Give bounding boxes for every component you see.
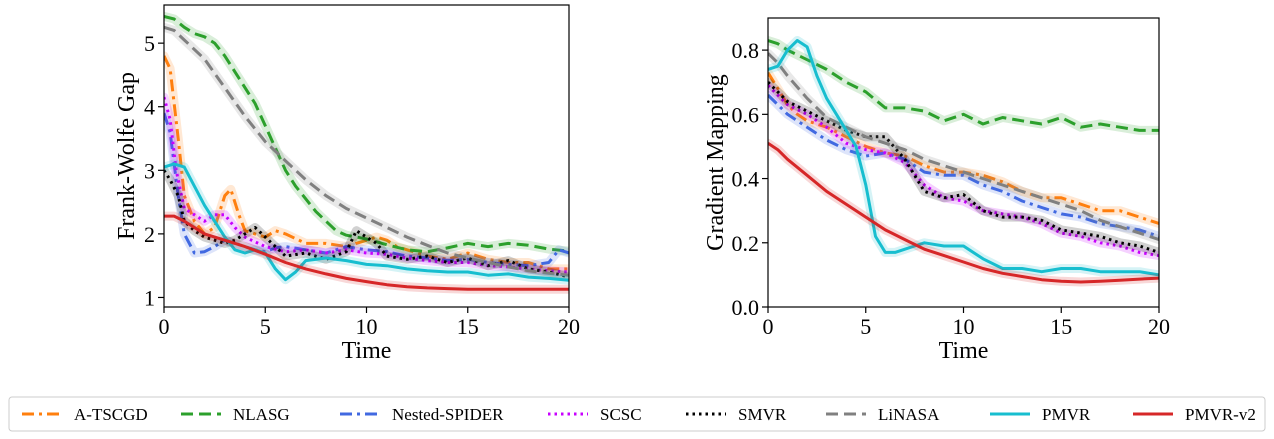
x-tick-label: 5 bbox=[260, 314, 271, 339]
x-tick-label: 10 bbox=[953, 314, 975, 339]
y-tick-label: 5 bbox=[144, 31, 155, 56]
legend-label-scsc: SCSC bbox=[600, 405, 642, 424]
y-axis-label: Frank-Wolfe Gap bbox=[114, 72, 140, 240]
x-tick-label: 0 bbox=[159, 314, 170, 339]
y-tick-label: 0.2 bbox=[732, 231, 760, 256]
x-axis-label: Time bbox=[342, 338, 392, 364]
series-line-nlasg bbox=[768, 39, 1159, 132]
y-axis-label: Gradient Mapping bbox=[703, 74, 729, 251]
x-tick-label: 15 bbox=[1050, 314, 1072, 339]
series-line-nlasg bbox=[164, 14, 569, 254]
legend-item-a-tscgd: A-TSCGD bbox=[22, 405, 148, 424]
y-tick-label: 1 bbox=[144, 285, 155, 310]
x-tick-label: 10 bbox=[356, 314, 378, 339]
legend-label-pmvr: PMVR bbox=[1042, 405, 1091, 424]
series-group bbox=[768, 36, 1159, 287]
legend-label-pmvr-v2: PMVR-v2 bbox=[1185, 405, 1256, 424]
y-tick-label: 0.4 bbox=[732, 167, 760, 192]
series-line-nested-spider bbox=[768, 94, 1159, 238]
legend-label-nested-spider: Nested-SPIDER bbox=[392, 405, 504, 424]
panel-frank-wolfe: 0 5 10 15 20 1 2 3 4 5 Time Frank-Wolfe Gap bbox=[114, 4, 580, 364]
legend-item-pmvr-v2: PMVR-v2 bbox=[1133, 405, 1256, 424]
legend-item-nlasg: NLASG bbox=[181, 405, 290, 424]
series-line-pmvr-v2 bbox=[768, 141, 1159, 284]
legend-box bbox=[8, 396, 1266, 432]
legend-item-pmvr: PMVR bbox=[990, 405, 1091, 424]
x-tick-label: 15 bbox=[457, 314, 479, 339]
series-line-a-tscgd bbox=[768, 71, 1159, 225]
panel-gradient-mapping: 0 5 10 15 20 0.0 0.2 0.4 0.6 0.8 Time Gradient Mapp… bbox=[703, 17, 1170, 364]
legend-item-nested-spider: Nested-SPIDER bbox=[340, 405, 504, 424]
legend-label-a-tscgd: A-TSCGD bbox=[74, 405, 148, 424]
series-line-pmvr bbox=[768, 39, 1159, 277]
legend-item-smvr: SMVR bbox=[686, 405, 787, 424]
x-tick-label: 0 bbox=[763, 314, 774, 339]
x-axis-label: Time bbox=[939, 338, 989, 364]
x-tick-label: 5 bbox=[860, 314, 871, 339]
series-band-scsc bbox=[164, 92, 569, 277]
legend-label-linasa: LiNASA bbox=[878, 405, 940, 424]
y-tick-label: 0.6 bbox=[732, 102, 760, 127]
y-tick-label: 3 bbox=[144, 158, 155, 183]
y-tick-label: 0.0 bbox=[732, 295, 760, 320]
x-tick-label: 20 bbox=[558, 314, 580, 339]
series-group bbox=[164, 11, 569, 294]
y-tick-label: 2 bbox=[144, 222, 155, 247]
y-tick-label: 4 bbox=[144, 95, 155, 120]
series-line-smvr bbox=[768, 81, 1159, 254]
legend-label-nlasg: NLASG bbox=[233, 405, 290, 424]
x-tick-label: 20 bbox=[1148, 314, 1170, 339]
legend: A-TSCGD NLASG Nested-SPIDER SCSC SMVR LiNASA P… bbox=[8, 396, 1266, 432]
series-line-linasa bbox=[768, 52, 1159, 242]
series-line-linasa bbox=[164, 25, 569, 277]
series-line-scsc bbox=[768, 84, 1159, 258]
legend-item-scsc: SCSC bbox=[548, 405, 642, 424]
legend-item-linasa: LiNASA bbox=[826, 405, 940, 424]
series-line-pmvr-v2 bbox=[164, 214, 569, 291]
legend-label-smvr: SMVR bbox=[738, 405, 787, 424]
y-tick-label: 0.8 bbox=[732, 38, 760, 63]
